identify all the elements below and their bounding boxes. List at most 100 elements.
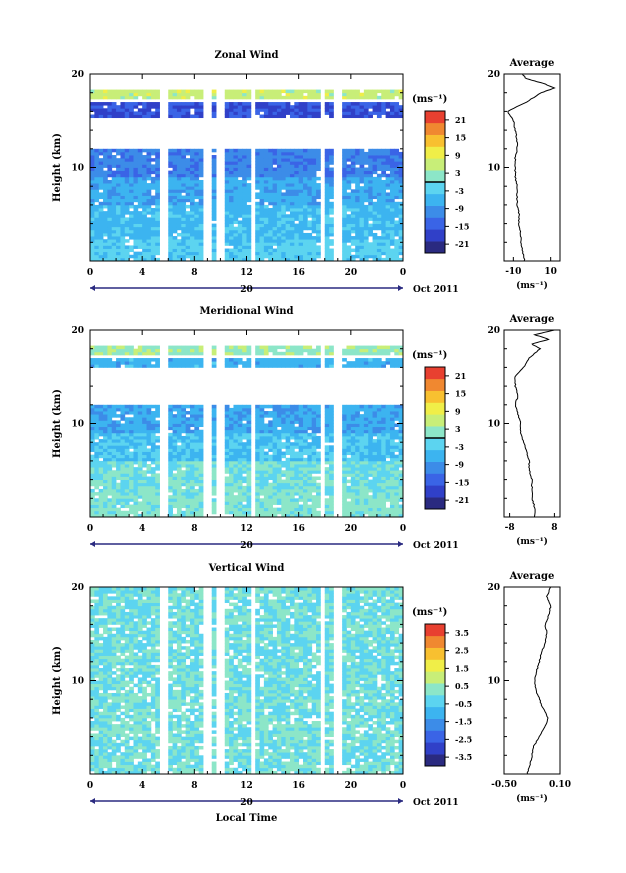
heatmap-cell — [368, 176, 373, 181]
heatmap-cell — [189, 407, 195, 412]
heatmap-cell — [285, 435, 291, 440]
heatmap-cell — [268, 114, 273, 119]
heatmap-cell — [246, 183, 252, 187]
heatmap-cell — [359, 507, 365, 512]
heatmap-cell — [359, 232, 365, 237]
heatmap-cell — [281, 501, 287, 505]
heatmap-cell — [155, 158, 160, 162]
heatmap-cell — [303, 183, 308, 187]
heatmap-cell — [150, 167, 156, 172]
heatmap-cell — [316, 467, 321, 471]
heatmap-cell — [116, 464, 121, 468]
heatmap-cell — [324, 239, 330, 243]
heatmap-cell — [142, 479, 147, 484]
heatmap-cell — [242, 245, 247, 249]
heatmap-cell — [229, 155, 234, 159]
heatmap-cell — [94, 460, 100, 465]
heatmap-cell — [246, 451, 252, 456]
heatmap-cell — [237, 201, 243, 206]
heatmap-cell — [237, 148, 243, 153]
heatmap-cell — [189, 492, 195, 496]
heatmap-cell — [94, 414, 100, 418]
heatmap-cell — [350, 457, 356, 462]
heatmap-cell — [359, 248, 365, 253]
heatmap-cell — [316, 111, 321, 115]
heatmap-cell — [268, 358, 273, 362]
heatmap-cell — [368, 411, 373, 415]
heatmap-cell — [350, 236, 356, 240]
heatmap-cell — [294, 414, 300, 418]
heatmap-cell — [176, 414, 182, 418]
heatmap-cell — [294, 105, 300, 109]
heatmap-cell — [242, 448, 247, 452]
heatmap-cell — [298, 167, 304, 172]
heatmap-cell — [268, 173, 273, 178]
heatmap-cell — [211, 176, 217, 181]
heatmap-cell — [224, 451, 230, 456]
heatmap-cell — [242, 513, 247, 518]
heatmap-cell — [311, 201, 317, 206]
heatmap-cell — [194, 105, 200, 109]
heatmap-cell — [172, 404, 178, 409]
heatmap-cell — [242, 476, 247, 480]
heatmap-cell — [150, 195, 156, 200]
heatmap-cell — [276, 417, 282, 421]
heatmap-cell — [276, 164, 282, 168]
heatmap-cell — [316, 102, 321, 106]
heatmap-cell — [311, 164, 317, 168]
heatmap-cell — [242, 364, 247, 368]
heatmap-cell — [355, 358, 360, 362]
heatmap-cell — [246, 432, 252, 437]
heatmap-cell — [285, 254, 291, 259]
heatmap-cell — [194, 95, 200, 100]
heatmap-cell — [298, 257, 304, 262]
heatmap-cell — [189, 435, 195, 440]
heatmap-cell — [316, 204, 321, 209]
heatmap-cell — [124, 351, 130, 356]
heatmap-cell — [198, 507, 204, 512]
heatmap-cell — [129, 429, 134, 434]
heatmap-cell — [281, 470, 287, 474]
heatmap-cell — [246, 470, 252, 474]
heatmap-cell — [289, 161, 295, 165]
heatmap-cell — [372, 108, 378, 112]
heatmap-cell — [181, 211, 187, 215]
heatmap-cell — [233, 510, 239, 515]
heatmap-cell — [385, 254, 391, 259]
heatmap-cell — [116, 454, 121, 459]
heatmap-cell — [98, 251, 104, 256]
heatmap-cell — [111, 192, 117, 196]
heatmap-cell — [342, 482, 347, 487]
heatmap-cell — [329, 439, 334, 443]
heatmap-cell — [294, 161, 300, 165]
heatmap-cell — [368, 423, 373, 428]
heatmap-cell — [355, 454, 360, 459]
heatmap-cell — [346, 470, 352, 474]
heatmap-cell — [272, 501, 278, 505]
heatmap-cell — [303, 208, 308, 212]
heatmap-cell — [172, 501, 178, 505]
heatmap-cell — [316, 211, 321, 215]
heatmap-cell — [172, 167, 178, 172]
heatmap-cell — [224, 445, 230, 449]
heatmap-cell — [120, 111, 126, 115]
heatmap-cell — [103, 198, 108, 203]
heatmap-cell — [363, 507, 369, 512]
heatmap-cell — [168, 236, 173, 240]
heatmap-cell — [198, 510, 204, 515]
heatmap-cell — [350, 429, 356, 434]
heatmap-cell — [103, 479, 108, 484]
heatmap-cell — [272, 454, 278, 459]
heatmap-cell — [329, 204, 334, 209]
heatmap-cell — [289, 442, 295, 446]
heatmap-cell — [124, 173, 130, 178]
heatmap-cell — [246, 226, 252, 231]
heatmap-cell — [289, 501, 295, 505]
heatmap-cell — [176, 223, 182, 228]
heatmap-cell — [355, 451, 360, 456]
heatmap-cell — [107, 513, 113, 518]
heatmap-cell — [255, 414, 260, 418]
heatmap-cell — [285, 239, 291, 243]
heatmap-cell — [285, 510, 291, 515]
heatmap-cell — [385, 257, 391, 262]
